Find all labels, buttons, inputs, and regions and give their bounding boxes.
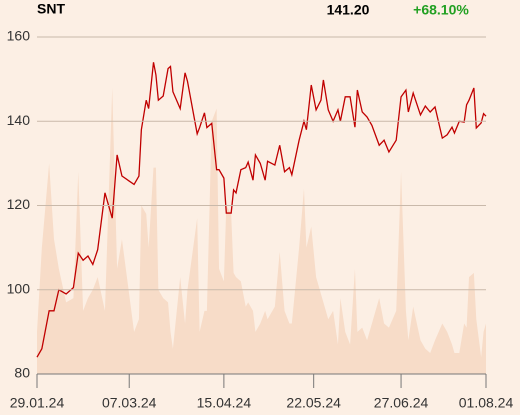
price-line [36, 62, 487, 358]
x-tick-label: 27.06.24 [374, 395, 429, 411]
y-tick-label: 160 [7, 28, 31, 44]
x-tick-label: 15.04.24 [197, 395, 252, 411]
volume-area [37, 87, 486, 375]
x-tick-label: 01.08.24 [459, 395, 514, 411]
x-tick-label: 29.01.24 [10, 395, 65, 411]
y-tick-label: 120 [7, 196, 31, 212]
x-tick-label: 07.03.24 [102, 395, 157, 411]
last-price: 141.20 [327, 2, 370, 18]
symbol: SNT [37, 1, 65, 17]
y-tick-label: 80 [14, 365, 30, 381]
x-tick-label: 22.05.24 [286, 395, 341, 411]
y-tick-label: 140 [7, 112, 31, 128]
y-tick-label: 100 [7, 280, 31, 296]
change: +68.10% [413, 2, 469, 18]
